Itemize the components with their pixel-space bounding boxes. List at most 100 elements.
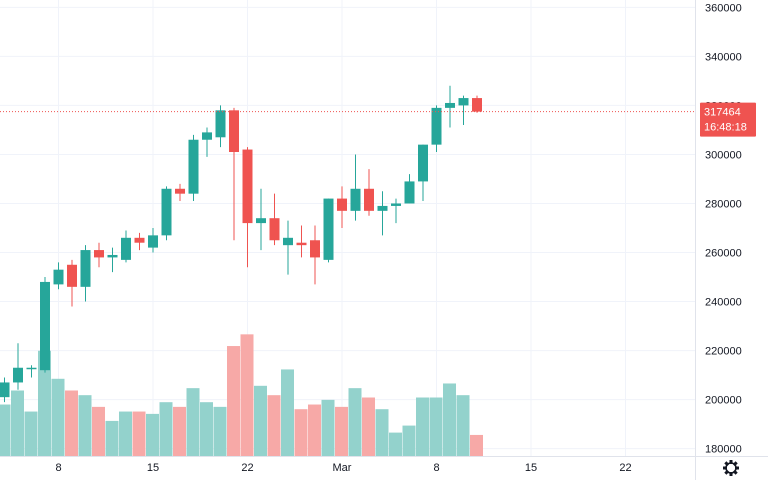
volume-bar bbox=[65, 390, 78, 456]
volume-bar bbox=[146, 413, 159, 456]
volume-bar bbox=[159, 402, 173, 456]
candle-up bbox=[80, 245, 91, 302]
gear-icon[interactable] bbox=[723, 460, 739, 476]
candle-up bbox=[202, 127, 212, 157]
volume-bar bbox=[375, 409, 389, 456]
price-label-box bbox=[700, 102, 756, 137]
gear-hole bbox=[729, 466, 733, 470]
volume-bar bbox=[11, 390, 24, 456]
candle-body bbox=[188, 139, 199, 194]
candle-up bbox=[283, 220, 293, 275]
gear-tooth bbox=[729, 460, 733, 464]
candle-up bbox=[188, 134, 199, 202]
candle-down bbox=[175, 183, 185, 202]
candle-body bbox=[26, 367, 37, 370]
candle-body bbox=[67, 264, 77, 287]
volume-bar bbox=[24, 411, 38, 456]
current-price-value: 317464 bbox=[704, 107, 741, 119]
volume-bar bbox=[456, 395, 470, 456]
candle-body bbox=[418, 144, 428, 182]
candle-body bbox=[94, 250, 104, 258]
candle-body bbox=[175, 188, 185, 194]
volume-bar bbox=[254, 385, 267, 456]
volume-bar bbox=[389, 432, 402, 456]
candle-body bbox=[215, 110, 226, 138]
volume-bar bbox=[281, 369, 294, 456]
volume-bar bbox=[227, 346, 240, 456]
candle-body bbox=[242, 149, 253, 224]
candle-body bbox=[269, 218, 280, 241]
candle-down bbox=[364, 169, 374, 216]
candle-body bbox=[148, 235, 158, 248]
candle-up bbox=[458, 95, 469, 126]
volume-bar bbox=[416, 397, 429, 456]
candle-down bbox=[134, 232, 145, 251]
candle-body bbox=[40, 281, 50, 371]
candle-up bbox=[215, 105, 226, 148]
candle-body bbox=[229, 110, 239, 152]
candle-down bbox=[242, 147, 253, 268]
candle-body bbox=[283, 237, 293, 246]
candle-up bbox=[26, 365, 37, 378]
volume-bar bbox=[213, 406, 227, 456]
volume-bar bbox=[294, 409, 308, 456]
x-tick-label: 22 bbox=[241, 462, 253, 474]
volume-bar bbox=[186, 388, 200, 456]
candle-up bbox=[107, 247, 118, 273]
candle-body bbox=[310, 240, 320, 258]
current-price-label: 317464 16:48:18 bbox=[700, 102, 756, 137]
volume-bar bbox=[348, 388, 362, 456]
y-tick-label: 200000 bbox=[705, 395, 742, 407]
y-tick-label: 300000 bbox=[705, 149, 742, 161]
volume-bar bbox=[132, 411, 146, 456]
candle-body bbox=[53, 269, 64, 285]
candle-body bbox=[256, 218, 266, 224]
volume-bar bbox=[78, 395, 92, 456]
candle-up bbox=[148, 228, 158, 253]
candle-down bbox=[472, 95, 482, 113]
candle-down bbox=[229, 107, 239, 241]
candle-up bbox=[404, 174, 415, 204]
volume-bar bbox=[308, 404, 321, 456]
volume-bar bbox=[321, 399, 335, 456]
candle-down bbox=[337, 186, 347, 228]
candle-up bbox=[256, 188, 266, 251]
volume-bar bbox=[0, 404, 11, 456]
x-tick-label: 15 bbox=[525, 462, 537, 474]
volume-bar bbox=[92, 406, 105, 456]
candles bbox=[0, 85, 482, 403]
volume-bar bbox=[470, 434, 483, 456]
volume-bar bbox=[38, 350, 51, 456]
candle-down bbox=[67, 259, 77, 307]
volume-bar bbox=[51, 378, 65, 456]
candle-body bbox=[337, 198, 347, 211]
candle-body bbox=[296, 242, 307, 246]
volume-bar bbox=[429, 397, 443, 456]
volume-bar bbox=[105, 420, 119, 456]
candle-body bbox=[458, 98, 469, 106]
y-tick-label: 220000 bbox=[705, 346, 742, 358]
y-tick-label: 180000 bbox=[705, 444, 742, 456]
candle-body bbox=[161, 188, 172, 236]
candle-up bbox=[13, 343, 23, 390]
candle-body bbox=[472, 98, 482, 112]
candle-body bbox=[121, 237, 131, 260]
volume-bar bbox=[119, 411, 132, 456]
candle-up bbox=[121, 230, 131, 263]
volume-bar bbox=[173, 406, 186, 456]
y-tick-label: 340000 bbox=[705, 51, 742, 63]
candle-down bbox=[94, 242, 104, 268]
candle-body bbox=[431, 107, 442, 145]
x-tick-label: 8 bbox=[433, 462, 439, 474]
volume-bars bbox=[0, 334, 483, 456]
candle-down bbox=[310, 225, 320, 285]
candle-up bbox=[161, 186, 172, 241]
volume-bar bbox=[335, 406, 348, 456]
volume-bar bbox=[200, 402, 213, 456]
x-tick-label: 8 bbox=[55, 462, 61, 474]
candle-body bbox=[80, 250, 91, 287]
candle-countdown: 16:48:18 bbox=[704, 122, 747, 134]
